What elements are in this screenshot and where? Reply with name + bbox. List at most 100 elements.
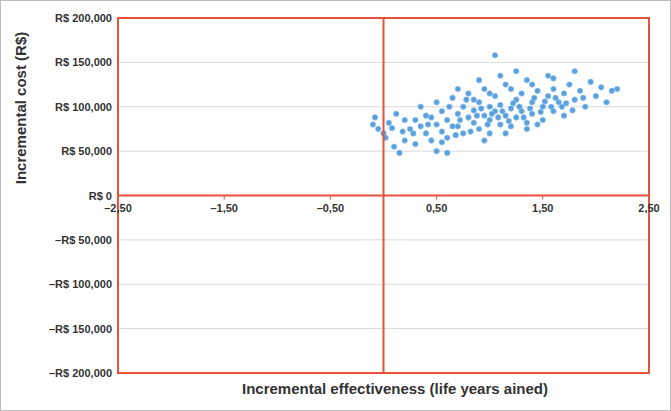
point <box>482 113 488 119</box>
point <box>478 106 484 112</box>
point <box>593 93 599 99</box>
point <box>498 73 504 79</box>
x-tick-label: 1,50 <box>532 202 553 214</box>
point <box>503 131 509 137</box>
chart: R$ 200,000R$ 150,000R$ 100,000R$ 50,000R… <box>0 0 671 411</box>
point <box>393 111 399 117</box>
y-tick-label: –R$ 100,000 <box>49 278 112 290</box>
point <box>582 104 588 110</box>
y-tick-label: R$ 200,000 <box>55 12 112 24</box>
point <box>527 106 533 112</box>
point <box>598 84 604 90</box>
point <box>513 68 519 74</box>
point <box>400 129 406 135</box>
point <box>529 111 535 117</box>
point <box>510 100 516 106</box>
point <box>532 95 538 101</box>
point <box>372 115 378 121</box>
point <box>572 97 578 103</box>
point <box>487 104 493 110</box>
point <box>450 123 456 129</box>
point <box>508 86 514 92</box>
point <box>389 125 395 131</box>
point <box>604 100 610 106</box>
point <box>476 126 482 132</box>
point <box>457 117 463 123</box>
point <box>538 109 544 115</box>
point <box>540 104 546 110</box>
point <box>474 113 480 119</box>
point <box>482 138 488 144</box>
x-axis-title: Incremental effectiveness (life years ai… <box>242 380 548 397</box>
point <box>561 113 567 119</box>
point <box>521 115 527 121</box>
y-tick-label: R$ 50,000 <box>61 145 112 157</box>
point <box>418 123 424 129</box>
point <box>553 95 559 101</box>
point <box>476 100 482 106</box>
plot-frame <box>118 18 649 373</box>
point <box>450 95 456 101</box>
point <box>492 93 498 99</box>
point <box>572 68 578 74</box>
point <box>508 123 514 129</box>
points <box>370 52 620 155</box>
point <box>439 108 445 114</box>
point <box>524 120 530 126</box>
point <box>434 122 440 128</box>
y-tick-label: –R$ 150,000 <box>49 323 112 335</box>
point <box>545 93 551 99</box>
y-tick-label: R$ 150,000 <box>55 56 112 68</box>
point <box>580 95 586 101</box>
point <box>570 108 576 114</box>
point <box>563 100 569 106</box>
point <box>444 135 450 141</box>
y-tick-label: –R$ 200,000 <box>49 367 112 379</box>
point <box>397 150 403 156</box>
point <box>487 131 493 137</box>
point <box>551 86 557 92</box>
y-tick-label: R$ 0 <box>89 190 112 202</box>
y-axis <box>383 18 385 373</box>
point <box>413 141 419 147</box>
point <box>614 86 620 92</box>
point <box>439 129 445 135</box>
point <box>498 102 504 108</box>
point <box>428 138 434 144</box>
point <box>487 91 493 97</box>
x-tick-label: 0,50 <box>426 202 447 214</box>
point <box>455 86 461 92</box>
point <box>524 77 530 83</box>
point <box>439 139 445 145</box>
point <box>482 86 488 92</box>
point <box>495 115 501 121</box>
point <box>551 76 557 82</box>
point <box>444 117 450 123</box>
point <box>561 91 567 97</box>
point <box>375 126 381 132</box>
point <box>471 97 477 103</box>
x-tick-label: –2,50 <box>104 202 132 214</box>
point <box>609 88 615 94</box>
point <box>425 122 431 128</box>
point <box>434 100 440 106</box>
point <box>524 126 530 132</box>
point <box>466 115 472 121</box>
point <box>489 111 495 117</box>
point <box>540 117 546 123</box>
y-tick-label: –R$ 50,000 <box>55 234 112 246</box>
point <box>370 122 376 128</box>
y-axis-title: Incremental cost (R$) <box>12 32 29 185</box>
point <box>513 115 519 121</box>
point <box>485 122 491 128</box>
point <box>548 104 554 110</box>
point <box>386 120 392 126</box>
point <box>535 88 541 94</box>
point <box>567 82 573 88</box>
point <box>588 79 594 85</box>
point <box>464 97 470 103</box>
point <box>545 73 551 79</box>
point <box>455 123 461 129</box>
point <box>492 52 498 58</box>
point <box>468 129 474 135</box>
